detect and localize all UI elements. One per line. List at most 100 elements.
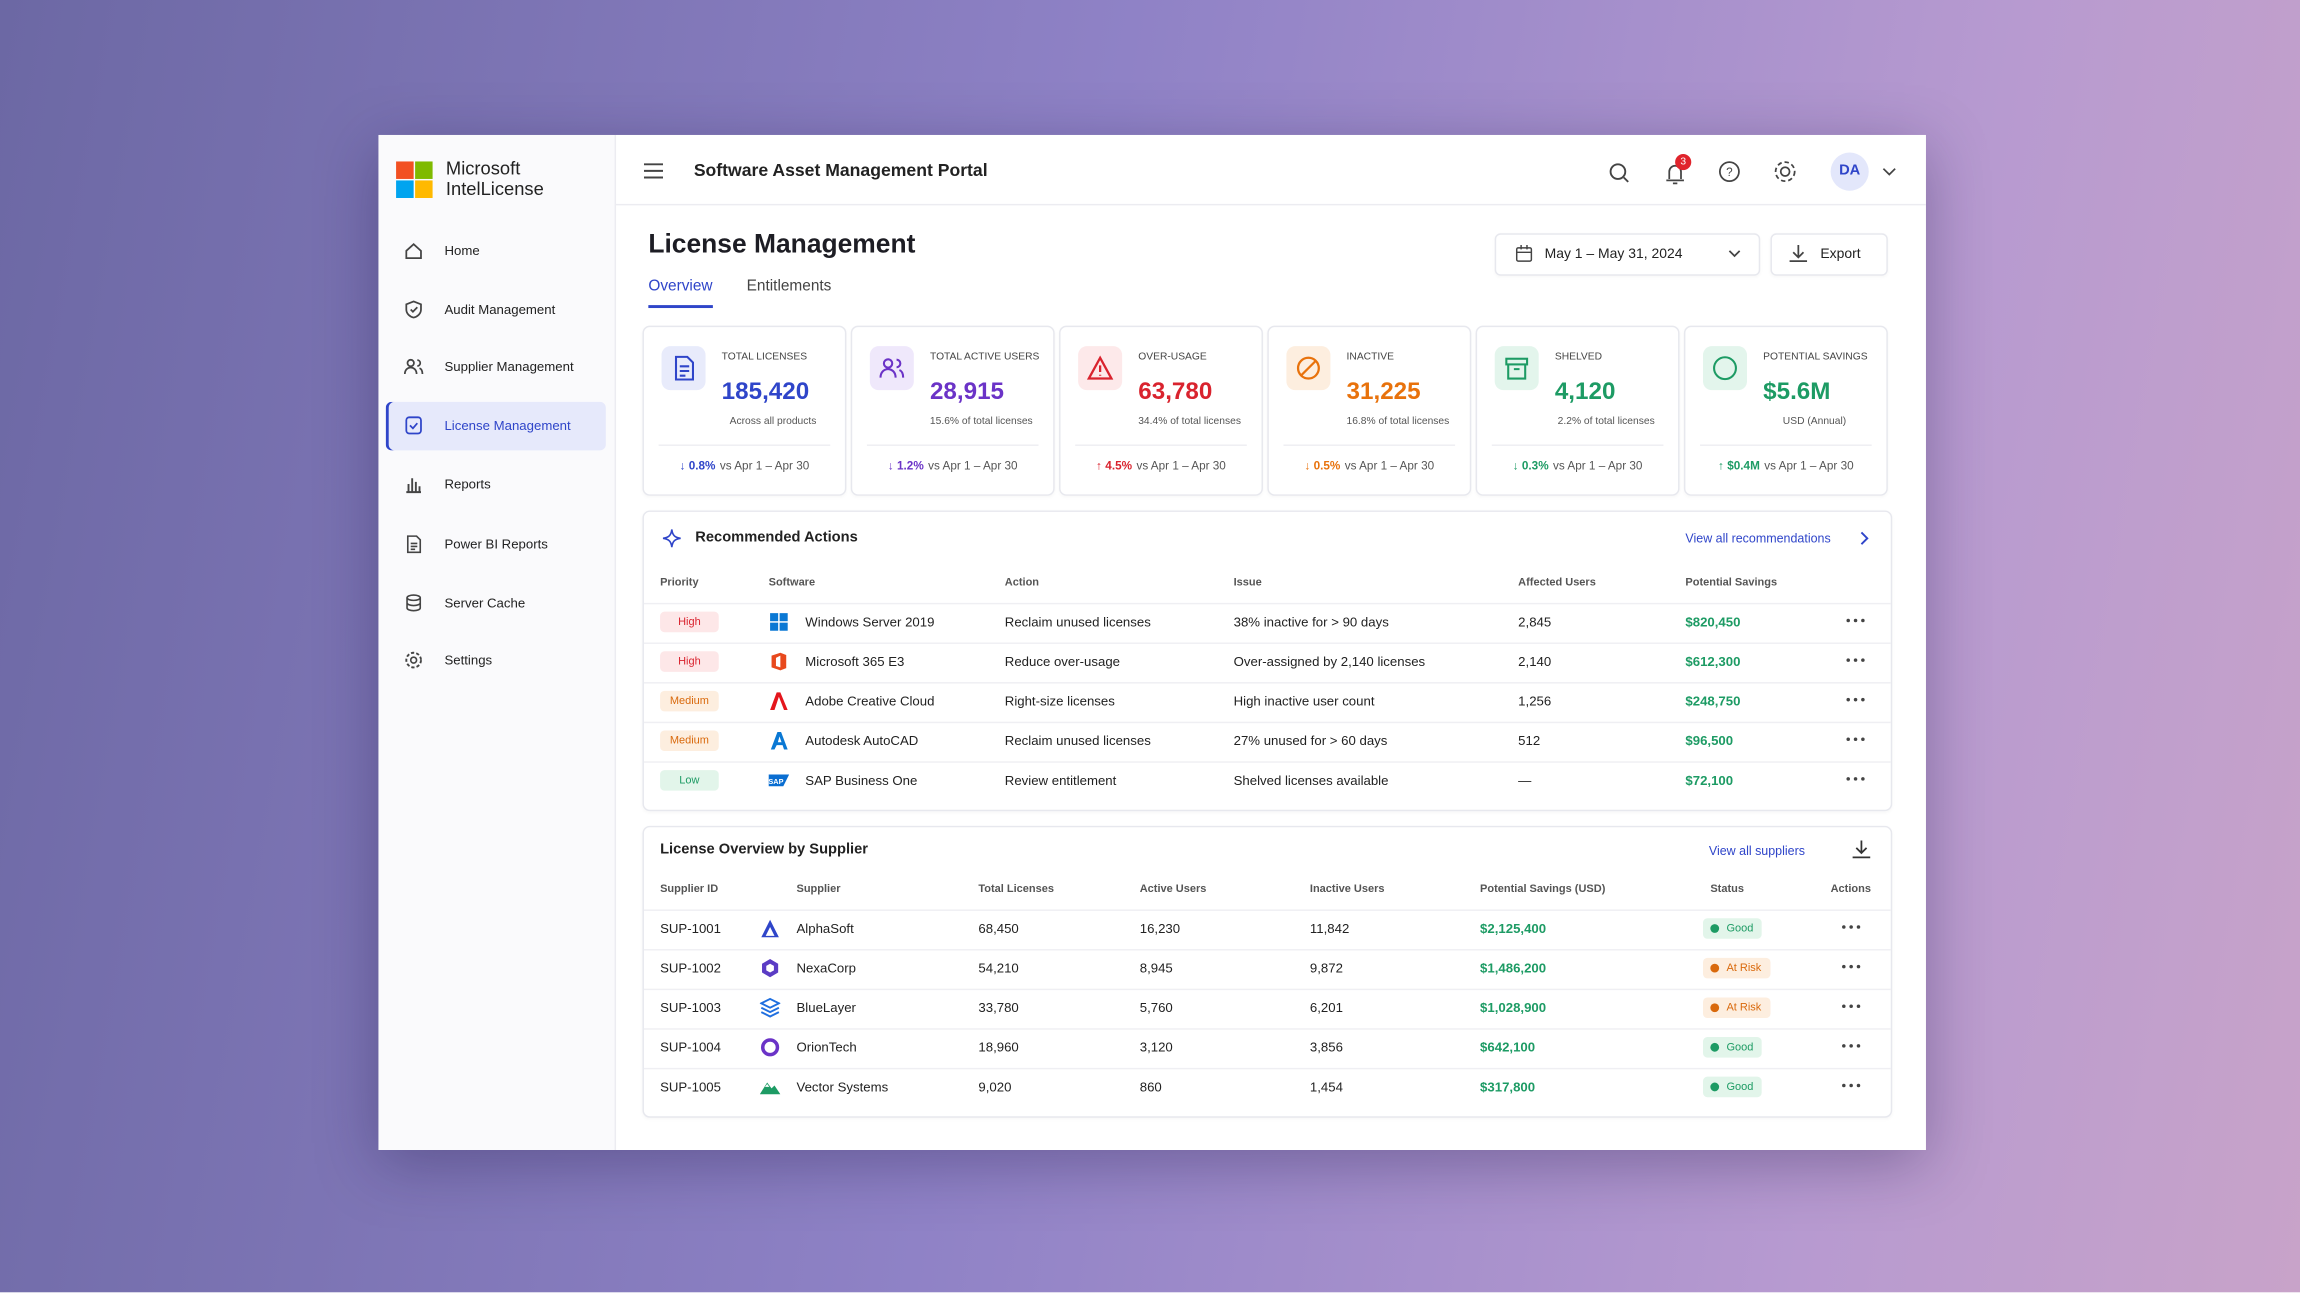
row-divider [643,761,1891,763]
nav-item[interactable]: Power BI Reports [386,521,606,569]
notification-badge: 3 [1675,154,1692,171]
nav-item[interactable]: Supplier Management [386,343,606,391]
icon-svg [406,594,422,612]
icon-svg [405,651,422,669]
icon-svg [403,358,424,375]
icon-svg [405,243,422,260]
kpi-value: 63,780 [1138,378,1213,405]
nav-item[interactable]: Settings [386,637,606,685]
row-actions[interactable] [1839,1034,1862,1065]
status-dot [1710,1003,1720,1013]
row-actions[interactable] [1844,728,1867,756]
row-actions[interactable] [1839,995,1862,1026]
row-divider [643,988,1891,991]
cell: 33,780 [978,1000,1019,1016]
nav-item[interactable]: Audit Management [386,286,606,334]
date-range-picker[interactable]: May 1 – May 31, 2024 [1494,233,1761,276]
cell: 5,760 [1139,1000,1173,1016]
status-dot [1710,1082,1720,1092]
app-window: Microsoft IntelLicense Home Audit Managem… [378,134,1926,1151]
kpi-note: 16.8% of total licenses [1346,416,1450,427]
supplier-icon [760,918,781,946]
cell: AlphaSoft [796,921,854,936]
menu-button[interactable] [643,163,664,179]
cell: 512 [1518,733,1541,749]
tab[interactable]: Overview [648,277,713,309]
kpi-compare: vs Apr 1 – Apr 30 [1764,459,1854,473]
cell: SUP-1003 [660,1000,721,1016]
savings: $96,500 [1685,733,1734,749]
row-divider [643,602,1891,605]
cell: 2,140 [1518,654,1552,669]
icon-svg [771,652,787,671]
dots [1842,925,1861,929]
avatar[interactable]: DA [1830,152,1869,191]
kpi-note: USD (Annual) [1782,416,1847,427]
column-header: Actions [1830,881,1871,895]
icon-svg [759,1082,781,1095]
section-link[interactable]: View all suppliers [1708,843,1805,859]
section-title: Recommended Actions [695,529,858,546]
recommended-card: Recommended Actions View all recommendati… [642,510,1893,812]
row-actions[interactable] [1839,1074,1862,1105]
row-actions[interactable] [1839,915,1862,946]
tab[interactable]: Entitlements [746,277,832,295]
kpi-divider [658,444,831,446]
nav-icon [403,241,424,269]
cell: OrionTech [796,1039,857,1055]
nav-label: Supplier Management [444,359,574,375]
nav-label: Settings [444,652,493,668]
kpi-card: TOTAL ACTIVE USERS 28,915 15.6% of total l… [850,325,1055,496]
kpi-card: POTENTIAL SAVINGS $5.6M USD (Annual) ↑ $0.4… [1683,325,1888,496]
chevron [1854,528,1875,556]
kpi-divider [1283,444,1456,446]
column-header: Inactive Users [1309,881,1385,895]
icon-svg [405,300,422,319]
cell: NexaCorp [796,960,856,976]
column-header: Potential Savings (USD) [1480,881,1606,895]
status-pill: Good [1703,918,1763,939]
row-actions[interactable] [1844,767,1867,795]
software-icon: SAP [768,770,790,798]
logo [396,161,433,199]
kpi-label: TOTAL LICENSES [721,352,808,363]
kpi-card: SHELVED 4,120 2.2% of total licenses ↓ 0.3%… [1475,325,1680,496]
kpi-divider [1075,444,1247,446]
icon-svg [1505,357,1529,380]
row-actions[interactable] [1844,688,1867,716]
nav-label: Power BI Reports [444,536,548,552]
svg-text:SAP: SAP [769,777,784,786]
kpi-label: INACTIVE [1346,352,1394,363]
section-link[interactable]: View all recommendations [1685,530,1831,546]
cell: 3,120 [1139,1039,1173,1055]
icon-svg: SAP [768,774,790,787]
kpi-value: 28,915 [929,378,1005,405]
column-header: Status [1710,881,1744,895]
column-header: Affected Users [1518,575,1596,589]
row-actions[interactable] [1839,955,1862,986]
nav-item[interactable]: License Management [385,401,606,451]
kpi-change: ↑ $0.4M [1718,459,1760,473]
kpi-compare: vs Apr 1 – Apr 30 [719,459,810,473]
dots [1842,1083,1861,1088]
nav-item[interactable]: Reports [386,461,606,509]
column-header: Potential Savings [1685,575,1778,589]
savings: $642,100 [1480,1039,1536,1055]
kpi-change: ↓ 0.5% [1304,459,1341,473]
kpi-divider [1700,444,1872,446]
cell: BlueLayer [796,1000,856,1016]
row-actions[interactable] [1844,609,1867,637]
cell: 9,872 [1309,960,1343,976]
export-button[interactable]: Export [1770,233,1888,276]
nav-item[interactable]: Server Cache [386,579,606,627]
nav-icon [403,534,424,562]
nav-label: Home [444,243,480,259]
header-icons[interactable]: ? [1608,160,1916,189]
row-actions[interactable] [1844,648,1867,676]
column-header: Issue [1233,575,1262,589]
kpi-compare: vs Apr 1 – Apr 30 [1553,459,1643,473]
row-divider [643,642,1891,644]
nav-item[interactable]: Home [386,227,606,275]
kpi-note: 34.4% of total licenses [1138,416,1241,427]
cell: — [1518,773,1532,788]
